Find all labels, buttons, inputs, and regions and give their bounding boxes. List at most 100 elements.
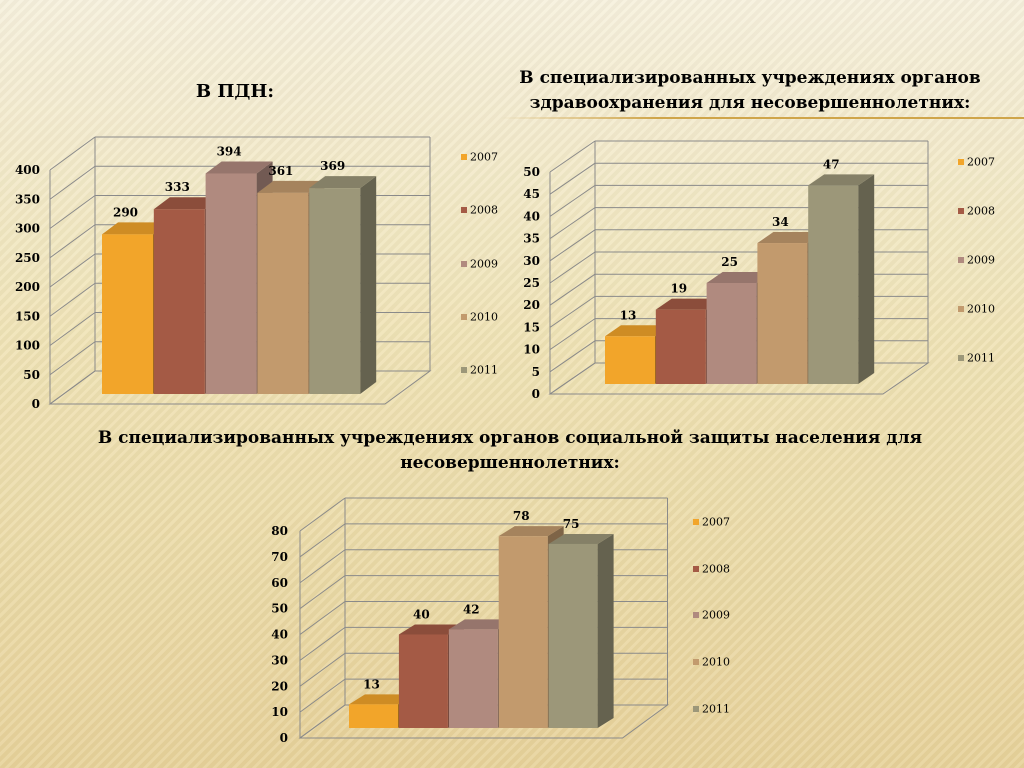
chart-floor: [48, 370, 432, 405]
bar-top-2007: [102, 222, 169, 235]
gridline-side: [49, 136, 96, 171]
y-tick-label: 350: [15, 192, 40, 206]
bar-2011: [548, 543, 598, 728]
legend-item-2007: 2007: [693, 515, 730, 529]
data-label-2011: 75: [563, 517, 580, 531]
bar-2010: [757, 243, 808, 384]
bar-top-2010: [757, 232, 824, 244]
data-label-2009: 394: [217, 145, 242, 159]
y-tick-label: 250: [15, 251, 40, 265]
legend-swatch: [461, 207, 467, 214]
gridline-side: [299, 497, 346, 532]
y-tick-label: 30: [271, 653, 288, 667]
gridline-side: [549, 318, 596, 351]
chart-floor: [548, 362, 930, 395]
gridline-side: [549, 229, 596, 262]
legend-item-2009: 2009: [958, 253, 995, 266]
data-label-2009: 42: [463, 602, 480, 616]
legend-item-2011: 2011: [461, 363, 498, 377]
legend-item-2007: 2007: [461, 150, 498, 164]
legend-item-2011: 2011: [693, 702, 730, 715]
gridline-side: [299, 549, 346, 584]
data-label-2010: 361: [268, 164, 293, 178]
legend-health: 2007 2008 2009 2010 2011: [958, 155, 1018, 375]
y-tick-label: 30: [523, 254, 540, 268]
bar-top-2009: [448, 619, 514, 630]
bar-top-2011: [548, 533, 614, 544]
bar-2008: [655, 309, 706, 384]
legend-item-2008: 2008: [693, 562, 730, 576]
legend-label: 2008: [702, 562, 730, 576]
y-tick-label: 40: [523, 209, 540, 223]
chart-floor: [298, 704, 670, 739]
gridline-side: [549, 184, 596, 217]
legend-label: 2007: [470, 150, 498, 164]
gridline-side: [49, 341, 96, 376]
legend-item-2011: 2011: [958, 351, 995, 364]
bar-side-2011: [360, 176, 377, 394]
data-label-2008: 19: [670, 282, 687, 296]
data-label-2010: 34: [772, 215, 789, 229]
legend-swatch: [693, 659, 699, 665]
y-tick-label: 10: [523, 343, 540, 357]
y-tick-label: 20: [271, 679, 288, 693]
legend-item-2009: 2009: [693, 608, 730, 622]
bar-top-2011: [808, 174, 875, 186]
data-label-2009: 25: [721, 255, 738, 269]
legend-swatch: [693, 612, 699, 619]
data-label-2008: 333: [165, 180, 190, 194]
bar-2007: [349, 704, 398, 728]
bar-2009: [205, 173, 257, 394]
divider-line: [500, 117, 1024, 119]
legend-swatch: [461, 314, 467, 320]
gridline-side: [549, 273, 596, 306]
y-tick-label: 60: [271, 576, 288, 590]
legend-social: 2007 2008 2009 2010 2011: [693, 515, 753, 725]
legend-label: 2009: [702, 608, 730, 622]
gridline-side: [49, 165, 96, 200]
bar-top-2008: [655, 298, 722, 310]
bar-2008: [153, 209, 205, 394]
legend-swatch: [958, 305, 964, 312]
legend-label: 2008: [967, 204, 995, 218]
bar-2009: [706, 283, 757, 384]
bar-top-2010: [498, 526, 564, 537]
y-tick-label: 100: [15, 339, 40, 353]
legend-label: 2011: [470, 363, 498, 377]
y-tick-label: 0: [32, 397, 40, 411]
chart-title-pdn: В ПДН:: [195, 81, 275, 102]
legend-item-2008: 2008: [958, 204, 995, 218]
bar-2010: [257, 192, 309, 394]
bar-2009: [448, 629, 498, 728]
legend-label: 2010: [967, 302, 995, 316]
bar-top-2009: [706, 272, 773, 283]
gridline-side: [299, 626, 346, 661]
gridline-side: [299, 523, 346, 558]
legend-label: 2007: [702, 515, 730, 529]
bar-2008: [398, 634, 448, 728]
data-label-2010: 78: [513, 509, 530, 523]
y-tick-label: 150: [15, 309, 40, 323]
data-label-2007: 290: [113, 205, 138, 219]
legend-label: 2008: [470, 203, 498, 217]
gridline-side: [49, 224, 96, 259]
y-tick-label: 5: [532, 365, 540, 379]
y-tick-label: 45: [523, 187, 540, 201]
legend-label: 2009: [470, 257, 498, 271]
bar-2011: [309, 188, 361, 394]
gridline-side: [549, 162, 596, 195]
gridline-side: [549, 140, 596, 173]
legend-swatch: [461, 367, 467, 374]
gridline-side: [299, 678, 346, 713]
legend-swatch: [693, 519, 699, 525]
legend-swatch: [958, 207, 964, 214]
legend-swatch: [958, 256, 964, 263]
bar-2007: [102, 234, 153, 394]
gridline-side: [549, 207, 596, 240]
legend-item-2008: 2008: [461, 203, 498, 217]
y-tick-label: 10: [271, 705, 288, 719]
y-tick-label: 50: [23, 368, 40, 382]
